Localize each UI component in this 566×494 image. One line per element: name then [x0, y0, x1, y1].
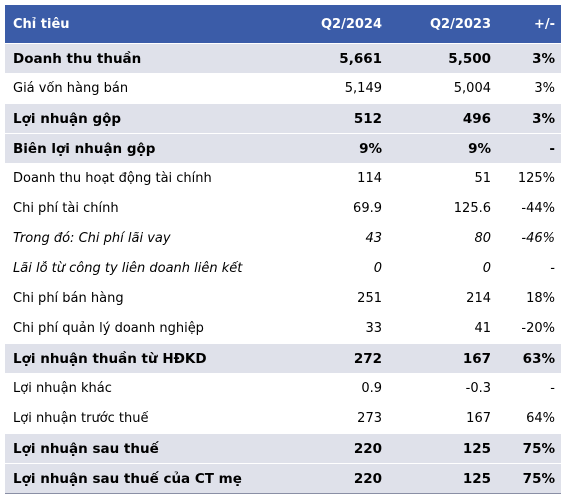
row-change-value: -: [550, 381, 555, 396]
row-label: Chi phí quản lý doanh nghiệp: [13, 321, 204, 336]
row-q2-2024-value: 114: [357, 171, 382, 186]
header-label: Chỉ tiêu: [13, 16, 70, 32]
row-q2-2024-value: 220: [353, 440, 382, 457]
row-label: Giá vốn hàng bán: [13, 81, 129, 96]
row-change-value: 3%: [534, 81, 555, 96]
row-label: Lãi lỗ từ công ty liên doanh liên kết: [13, 261, 243, 276]
row-change-value: -46%: [521, 231, 555, 246]
row-change-value: -: [550, 261, 555, 276]
row-q2-2023-value: 51: [474, 171, 491, 186]
header-q2-2024: Q2/2024: [320, 16, 382, 32]
row-q2-2023-value: 125: [462, 470, 491, 487]
row-label: Lợi nhuận trước thuế: [13, 411, 149, 426]
table-header: Chỉ tiêu Q2/2024 Q2/2023 +/-: [5, 5, 561, 43]
row-q2-2024-value: 43: [365, 231, 382, 246]
row-change-value: 75%: [522, 470, 555, 487]
row-q2-2024-value: 0.9: [361, 381, 382, 396]
income-statement-table: Chỉ tiêu Q2/2024 Q2/2023 +/- Doanh thu t…: [5, 5, 561, 494]
table-row: Chi phí bán hàng 251 214 18%: [5, 283, 561, 313]
row-q2-2023-value: 214: [466, 291, 491, 306]
table-row: Lợi nhuận gộp 512 496 3%: [5, 103, 561, 133]
row-q2-2023-value: 167: [462, 350, 491, 367]
row-label: Doanh thu thuần: [13, 50, 142, 67]
table-row: Lợi nhuận sau thuế 220 125 75%: [5, 433, 561, 463]
table-row: Chi phí tài chính 69.9 125.6 -44%: [5, 193, 561, 223]
table-row: Biên lợi nhuận gộp 9% 9% -: [5, 133, 561, 163]
table-row: Lợi nhuận trước thuế 273 167 64%: [5, 403, 561, 433]
row-label: Chi phí bán hàng: [13, 291, 124, 306]
row-label: Lợi nhuận sau thuế: [13, 440, 159, 457]
row-change-value: 63%: [522, 350, 555, 367]
row-q2-2024-value: 9%: [359, 140, 382, 157]
row-label: Biên lợi nhuận gộp: [13, 140, 156, 157]
row-q2-2023-value: -0.3: [465, 381, 491, 396]
row-q2-2024-value: 273: [357, 411, 382, 426]
table-body: Doanh thu thuần 5,661 5,500 3% Giá vốn hàng …: [5, 43, 561, 493]
row-q2-2023-value: 125.6: [453, 201, 491, 216]
row-label: Chi phí tài chính: [13, 201, 119, 216]
row-label: Lợi nhuận thuần từ HĐKD: [13, 350, 207, 367]
header-change: +/-: [533, 16, 555, 32]
row-label: Lợi nhuận sau thuế của CT mẹ: [13, 470, 242, 487]
row-q2-2024-value: 69.9: [353, 201, 382, 216]
row-label: Lợi nhuận khác: [13, 381, 112, 396]
row-q2-2023-value: 125: [462, 440, 491, 457]
header-q2-2023: Q2/2023: [429, 16, 491, 32]
row-q2-2024-value: 220: [353, 470, 382, 487]
row-change-value: 3%: [532, 110, 555, 127]
table-row: Chi phí quản lý doanh nghiệp 33 41 -20%: [5, 313, 561, 343]
row-q2-2024-value: 0: [373, 261, 382, 276]
row-label: Trong đó: Chi phí lãi vay: [13, 231, 171, 246]
row-q2-2023-value: 0: [482, 261, 491, 276]
row-q2-2023-value: 5,004: [453, 81, 491, 96]
row-label: Doanh thu hoạt động tài chính: [13, 171, 212, 186]
row-change-value: 3%: [532, 50, 555, 67]
table-row: Lợi nhuận sau thuế của CT mẹ 220 125 75%: [5, 463, 561, 493]
row-q2-2023-value: 167: [466, 411, 491, 426]
table-row: Giá vốn hàng bán 5,149 5,004 3%: [5, 73, 561, 103]
row-change-value: -: [549, 140, 555, 157]
row-q2-2023-value: 9%: [468, 140, 491, 157]
row-change-value: -44%: [521, 201, 555, 216]
row-q2-2024-value: 5,149: [344, 81, 382, 96]
row-change-value: 18%: [526, 291, 555, 306]
table-row: Doanh thu hoạt động tài chính 114 51 125%: [5, 163, 561, 193]
row-q2-2023-value: 41: [474, 321, 491, 336]
table-row: Lợi nhuận thuần từ HĐKD 272 167 63%: [5, 343, 561, 373]
table-row: Lãi lỗ từ công ty liên doanh liên kết 0 0 -: [5, 253, 561, 283]
row-q2-2024-value: 251: [357, 291, 382, 306]
row-q2-2023-value: 5,500: [448, 50, 491, 67]
row-q2-2024-value: 33: [365, 321, 382, 336]
row-q2-2023-value: 496: [462, 110, 491, 127]
row-q2-2024-value: 272: [353, 350, 382, 367]
row-change-value: 75%: [522, 440, 555, 457]
row-change-value: 64%: [526, 411, 555, 426]
row-label: Lợi nhuận gộp: [13, 110, 122, 127]
row-change-value: -20%: [521, 321, 555, 336]
table-row: Doanh thu thuần 5,661 5,500 3%: [5, 43, 561, 73]
row-q2-2024-value: 5,661: [339, 50, 382, 67]
row-q2-2023-value: 80: [474, 231, 491, 246]
row-q2-2024-value: 512: [353, 110, 382, 127]
row-change-value: 125%: [517, 171, 555, 186]
table-row: Lợi nhuận khác 0.9 -0.3 -: [5, 373, 561, 403]
table-row: Trong đó: Chi phí lãi vay 43 80 -46%: [5, 223, 561, 253]
